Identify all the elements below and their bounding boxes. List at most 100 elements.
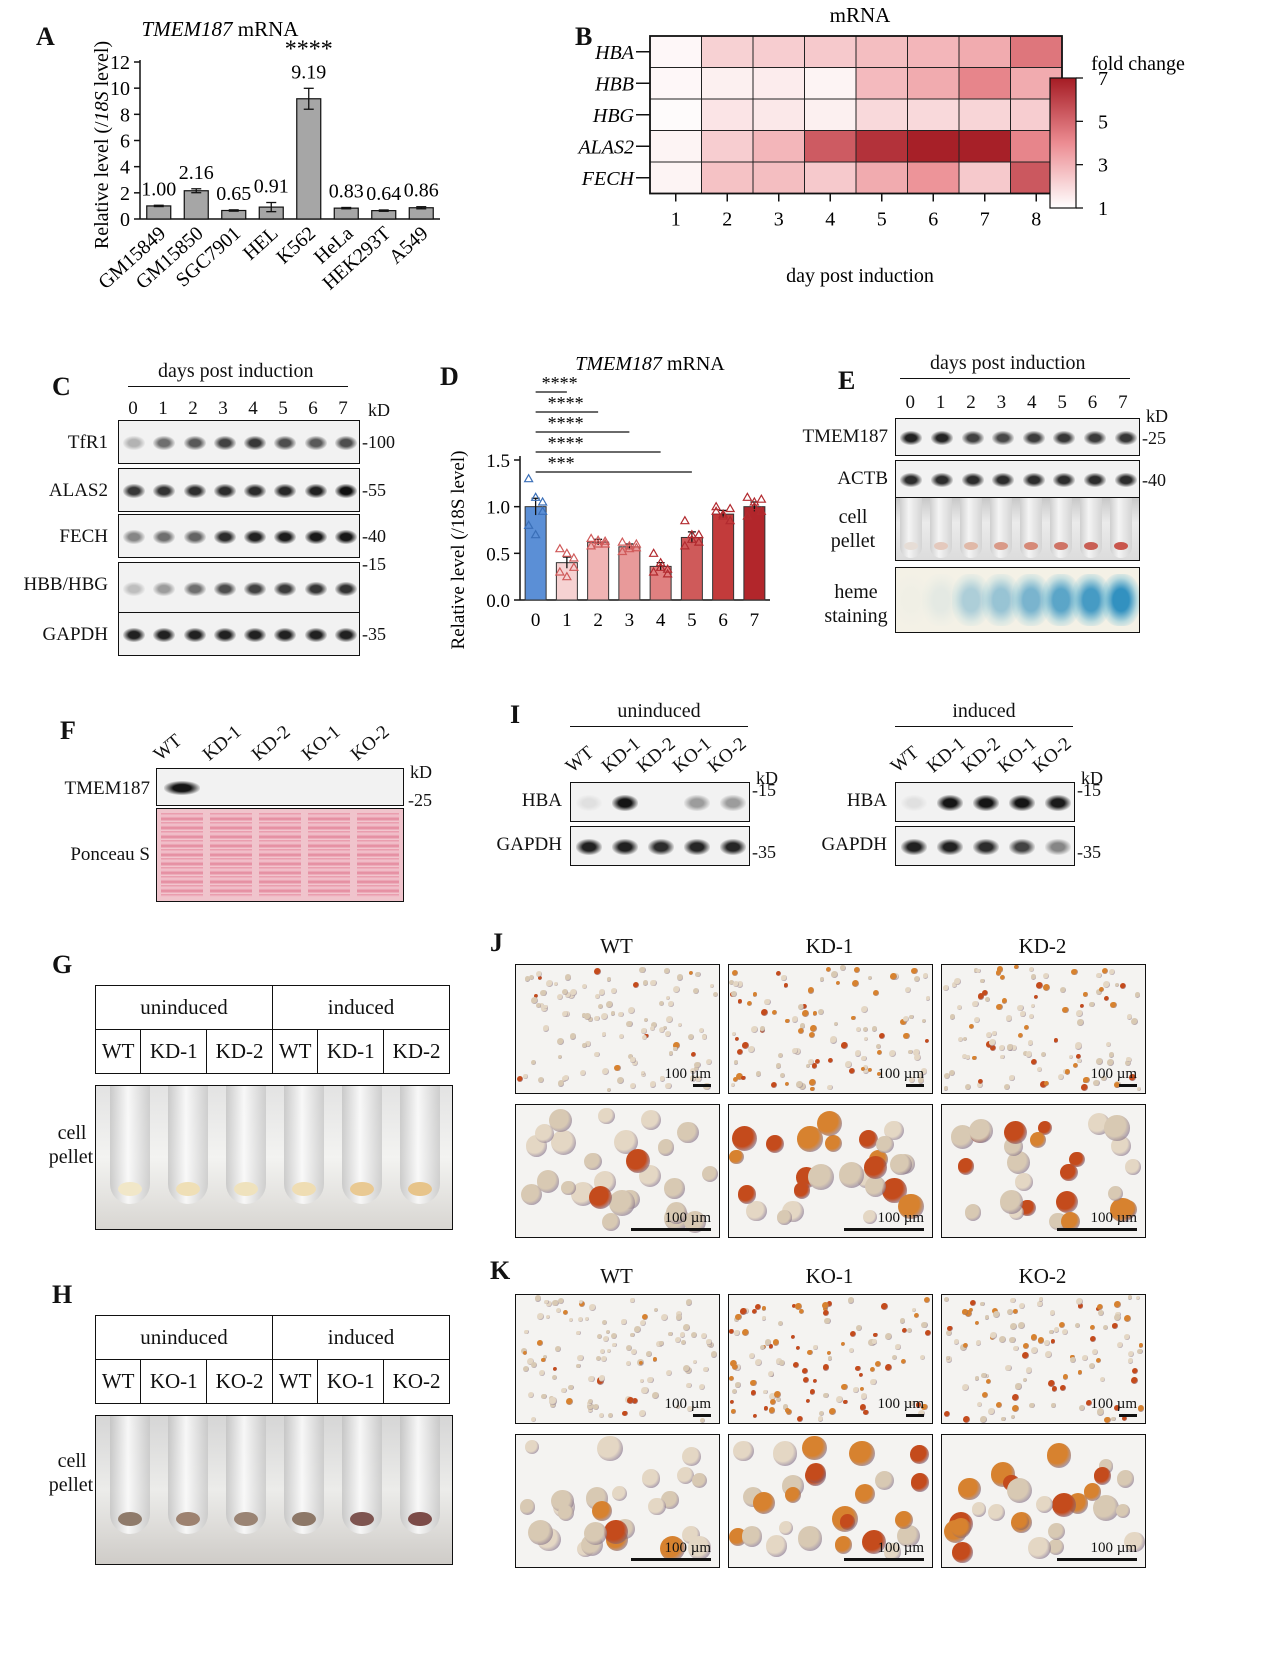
panel-k-cell: [1124, 1531, 1145, 1553]
panel-k-cell: [982, 1391, 989, 1399]
panel-k-cell: [884, 1364, 892, 1372]
panel-c-band: [304, 435, 327, 451]
panel-d-bar-chart: TMEM187 mRNA Relative level (/18S level)…: [448, 353, 770, 649]
panel-j-cell: [849, 1067, 856, 1074]
panel-b-row-label: HBB: [594, 73, 634, 95]
panel-j-cell: [854, 1050, 862, 1057]
panel-j-cell: [883, 1120, 904, 1141]
panel-a-value-label: 2.16: [179, 162, 214, 184]
panel-i-blot: [895, 782, 1075, 822]
panel-d-point: [568, 552, 579, 562]
panel-j-cell: [1030, 1059, 1037, 1065]
panel-k-cell: [836, 1395, 843, 1403]
panel-b-cell: [752, 35, 805, 68]
panel-k-cell: [552, 1366, 557, 1372]
panel-k-cell: [596, 1333, 602, 1339]
panel-i-group-header: uninduced: [617, 700, 701, 722]
panel-k-cell: [583, 1521, 608, 1546]
panel-h-pellet: [292, 1512, 316, 1526]
panel-c-band: [304, 581, 327, 597]
panel-d-point: [711, 501, 722, 511]
panel-j-cell: [805, 1063, 810, 1069]
panel-k-cell: [977, 1401, 983, 1408]
panel-j-cell: [817, 1009, 824, 1016]
panel-k-cell: [1013, 1309, 1019, 1315]
panel-k-cell: [608, 1412, 613, 1418]
panel-j-cell: [1110, 1001, 1117, 1009]
panel-b-col-label: 7: [980, 209, 990, 231]
panel-a-value-label: 1.00: [141, 178, 176, 200]
panel-j-cell: [594, 993, 600, 999]
panel-k-cell: [798, 1309, 804, 1315]
panel-j-cell: [516, 1075, 524, 1083]
panel-c-band: [304, 483, 327, 499]
panel-label-g: G: [52, 950, 73, 979]
panel-k-cell: [555, 1307, 562, 1314]
panel-j-cell: [657, 1139, 675, 1156]
panel-k-cell: [730, 1409, 736, 1414]
panel-j-cell: [1060, 986, 1067, 993]
panel-k-cell: [687, 1536, 712, 1561]
panel-j-cell: [865, 1176, 887, 1198]
panel-k-cell: [1127, 1358, 1133, 1364]
panel-j-cell: [1076, 1053, 1082, 1059]
panel-label-d: D: [440, 362, 459, 391]
panel-j-cell: [1036, 981, 1044, 990]
panel-c-band: [334, 529, 357, 545]
panel-a-ytick-label: 12: [110, 52, 130, 74]
panel-k-cell: [710, 1351, 717, 1358]
panel-c-day-label: 6: [308, 398, 318, 419]
panel-k-cell: [557, 1297, 565, 1305]
panel-i-lane-label: WT: [886, 742, 923, 778]
panel-k-cell: [1122, 1416, 1127, 1422]
panel-j-scale-bar: [844, 1228, 924, 1231]
panel-j-cell: [698, 1028, 705, 1034]
panel-k-cell: [768, 1371, 775, 1378]
panel-k-cell: [919, 1355, 925, 1361]
panel-j-cell: [949, 1014, 956, 1021]
panel-k-cell: [730, 1360, 738, 1368]
panel-b-cell: [701, 35, 754, 68]
panel-j-cell: [709, 983, 714, 989]
panel-b-row-label: HBG: [592, 105, 635, 127]
panel-j-cell: [676, 974, 684, 981]
panel-c-marker: -35: [362, 624, 386, 644]
panel-j-cell: [564, 974, 572, 981]
panel-b-cell: [958, 130, 1011, 163]
panel-k-cell: [1051, 1403, 1056, 1408]
panel-j-scale-label: 100 µm: [1090, 1066, 1137, 1082]
panel-k-cell: [1123, 1314, 1131, 1322]
panel-k-cell: [634, 1325, 642, 1333]
panel-c-band: [244, 627, 266, 643]
panel-k-cell: [974, 1320, 980, 1326]
panel-c-header-line: [128, 386, 348, 387]
panel-j-cell: [640, 1109, 661, 1131]
panel-k-cell: [1001, 1416, 1006, 1422]
panel-k-cell: [597, 1435, 624, 1462]
panel-k-cell: [910, 1445, 929, 1464]
panel-k-cell: [823, 1393, 829, 1399]
panel-j-cell: [673, 985, 681, 993]
panel-j-cell: [977, 993, 985, 1000]
panel-j-cell: [1114, 982, 1120, 988]
panel-j-cell: [976, 968, 982, 974]
panel-j-cell: [1022, 1051, 1029, 1057]
panel-k-cell: [1047, 1379, 1055, 1387]
panel-c-band: [213, 483, 236, 499]
panel-c-band: [274, 435, 297, 451]
panel-j-cell: [597, 1003, 604, 1010]
panel-d-point: [655, 557, 666, 567]
panel-k-cell: [812, 1378, 818, 1384]
panel-k-cell: [1083, 1483, 1102, 1501]
panel-k-cell: [576, 1363, 581, 1369]
panel-j-cell: [851, 1015, 856, 1021]
panel-j-cell: [963, 1036, 968, 1041]
panel-k-cell: [1130, 1377, 1138, 1384]
panel-j-cell: [582, 1043, 587, 1048]
panel-i-kd: kD: [1081, 768, 1103, 788]
panel-a-ytick-label: 8: [120, 104, 130, 126]
panel-k-cell: [565, 1397, 573, 1405]
panel-k-cell: [527, 1520, 553, 1546]
panel-j-high-mag: 100 µm: [941, 1104, 1146, 1238]
panel-k-cell: [638, 1360, 644, 1366]
